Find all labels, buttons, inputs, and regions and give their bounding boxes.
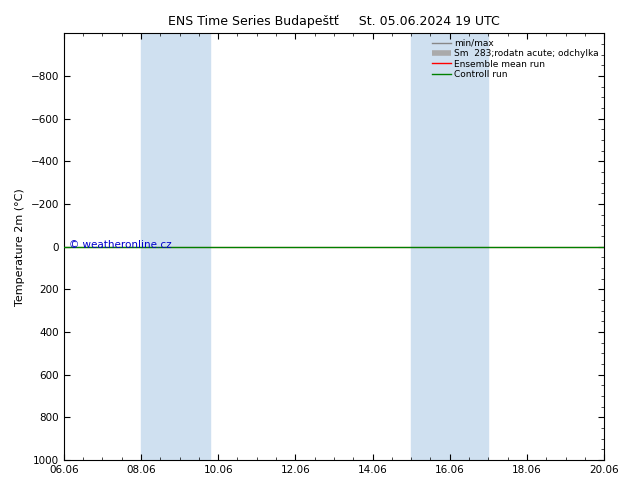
Title: ENS Time Series Budapeštť     St. 05.06.2024 19 UTC: ENS Time Series Budapeštť St. 05.06.2024… bbox=[168, 15, 500, 28]
Legend: min/max, Sm  283;rodatn acute; odchylka, Ensemble mean run, Controll run: min/max, Sm 283;rodatn acute; odchylka, … bbox=[429, 35, 602, 83]
Y-axis label: Temperature 2m (°C): Temperature 2m (°C) bbox=[15, 188, 25, 306]
Bar bbox=[411, 33, 488, 460]
Text: © weatheronline.cz: © weatheronline.cz bbox=[69, 240, 172, 250]
Bar bbox=[141, 33, 210, 460]
